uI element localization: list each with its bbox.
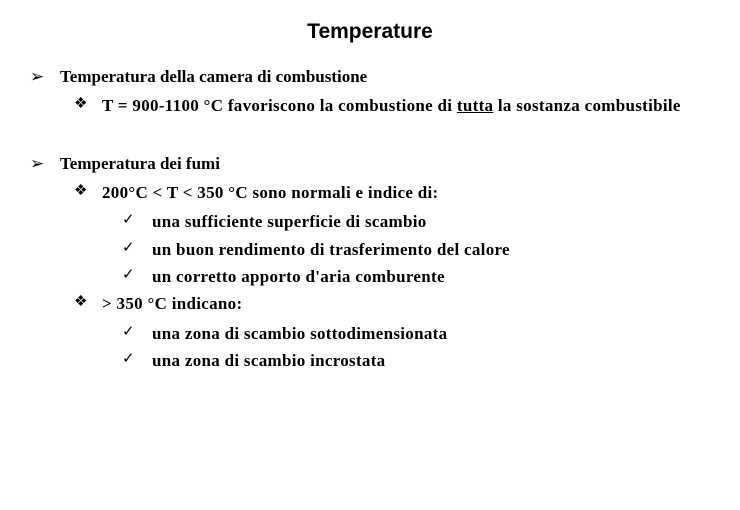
diamond-icon: ❖ (74, 181, 102, 203)
check-icon: ✓ (122, 264, 152, 287)
diamond-icon: ❖ (74, 94, 102, 116)
page-title: Temperature (30, 20, 710, 44)
list-item: ❖ T = 900-1100 °C favoriscono la combust… (74, 94, 710, 119)
item-text: T = 900-1100 °C favoriscono la combustio… (102, 94, 710, 119)
diamond-icon: ❖ (74, 292, 102, 314)
list-item: ✓ una zona di scambio incrostata (122, 348, 710, 374)
list-item: ✓ un buon rendimento di trasferimento de… (122, 237, 710, 263)
list-item: ✓ un corretto apporto d'aria comburente (122, 264, 710, 290)
list-item: ✓ una zona di scambio sottodimensionata (122, 321, 710, 347)
arrow-icon: ➢ (30, 153, 60, 175)
subitem-text: un buon rendimento di trasferimento del … (152, 237, 510, 263)
list-item: ❖ > 350 °C indicano: (74, 292, 710, 317)
arrow-icon: ➢ (30, 66, 60, 88)
section-flue-gas: ➢ Temperatura dei fumi ❖ 200°C < T < 350… (30, 153, 710, 374)
subitem-text: una zona di scambio sottodimensionata (152, 321, 447, 347)
check-icon: ✓ (122, 348, 152, 371)
list-item: ❖ 200°C < T < 350 °C sono normali e indi… (74, 181, 710, 206)
subitem-text: una zona di scambio incrostata (152, 348, 386, 374)
item-text: 200°C < T < 350 °C sono normali e indice… (102, 181, 710, 206)
item-text: > 350 °C indicano: (102, 292, 710, 317)
subitem-text: un corretto apporto d'aria comburente (152, 264, 445, 290)
list-item: ✓ una sufficiente superficie di scambio (122, 209, 710, 235)
section-heading: Temperatura dei fumi (60, 153, 220, 175)
check-icon: ✓ (122, 209, 152, 232)
check-icon: ✓ (122, 321, 152, 344)
section-combustion-chamber: ➢ Temperatura della camera di combustion… (30, 66, 710, 119)
check-icon: ✓ (122, 237, 152, 260)
subitem-text: una sufficiente superficie di scambio (152, 209, 427, 235)
section-heading: Temperatura della camera di combustione (60, 66, 367, 88)
